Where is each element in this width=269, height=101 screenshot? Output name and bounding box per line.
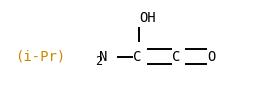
Text: C: C bbox=[172, 50, 180, 64]
Text: O: O bbox=[207, 50, 215, 64]
Text: OH: OH bbox=[139, 11, 155, 25]
Text: N: N bbox=[99, 50, 107, 64]
Text: 2: 2 bbox=[95, 55, 102, 68]
Text: (i-Pr): (i-Pr) bbox=[15, 50, 65, 64]
Text: C: C bbox=[133, 50, 141, 64]
